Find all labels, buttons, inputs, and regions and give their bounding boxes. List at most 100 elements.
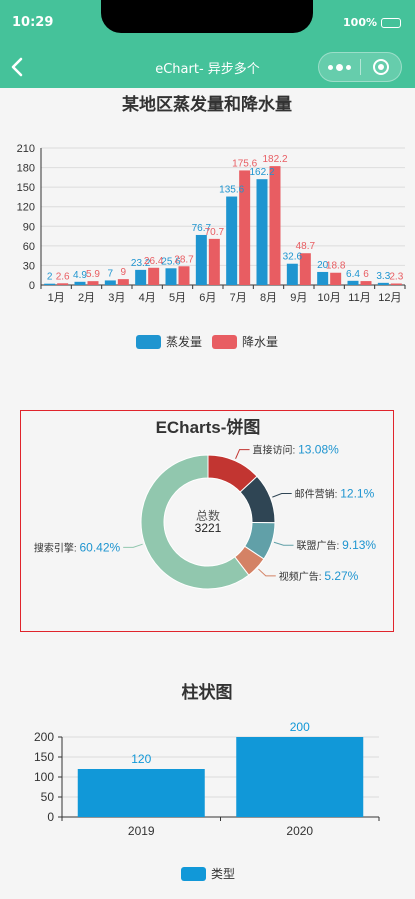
chart1-ytick-label: 180 [17, 163, 35, 175]
pie-label-line [258, 568, 276, 577]
pie-slice-sep: : [337, 541, 343, 552]
chart1-bar-rainfall[interactable] [208, 238, 220, 285]
chart3-ytick-label: 0 [47, 810, 54, 824]
pie-slice[interactable] [140, 454, 250, 590]
evaporation-rainfall-chart: 某地区蒸发量和降水量 2 2.6 4.9 5.9 7 9 23.226.425.628.7 7… [17, 94, 406, 349]
legend-label-rainfall[interactable]: 降水量 [242, 335, 278, 349]
pie-slice-name: 直接访问 [253, 444, 293, 457]
chart1-value-label: 76.7 [192, 223, 212, 234]
chart1-bar-evaporation[interactable] [286, 263, 298, 285]
chart1-value-label: 2 [47, 272, 53, 283]
chart3-value-label: 120 [131, 752, 151, 766]
pie-slice-percent: 60.42% [79, 540, 120, 554]
status-time: 10:29 [12, 15, 54, 30]
chart1-title: 某地区蒸发量和降水量 [122, 94, 292, 114]
chart1-bar-evaporation[interactable] [165, 268, 177, 285]
chart1-bar-evaporation[interactable] [377, 282, 389, 285]
pie-center-label: 总数 [196, 508, 220, 523]
chart1-value-label: 162.2 [249, 167, 274, 178]
capsule-divider [359, 59, 361, 75]
chart1-ytick-label: 30 [23, 260, 35, 272]
pie-label-line [235, 449, 250, 459]
back-button[interactable] [6, 55, 30, 79]
chart1-bar-rainfall[interactable] [330, 272, 342, 285]
chart1-ytick-label: 210 [17, 143, 35, 155]
chart1-value-label: 9 [121, 267, 127, 278]
chart3-ytick-label: 200 [34, 730, 54, 744]
chart1-bar-rainfall[interactable] [117, 279, 129, 285]
chart1-xtick-label: 5月 [169, 292, 186, 304]
pie-slice-label: 邮件营销: 12.1% [295, 487, 375, 501]
chart1-value-label: 4.9 [73, 270, 87, 281]
close-target-icon [372, 59, 389, 75]
chart3-xtick-label: 2019 [128, 824, 155, 838]
battery-icon [381, 17, 401, 28]
chart1-bar-rainfall[interactable] [148, 267, 160, 285]
pie-label-line [273, 541, 294, 546]
pie-slice-name: 视频广告 [279, 570, 319, 583]
pie-chart-container: ECharts-饼图 直接访问: 13.08% 邮件营销: 12.1% 联盟广告: … [20, 410, 394, 632]
legend-swatch-type[interactable] [181, 867, 206, 881]
chart1-bar-rainfall[interactable] [390, 283, 402, 285]
chart1-value-label: 18.8 [326, 261, 346, 272]
more-button[interactable] [319, 53, 360, 81]
pie-slice-percent: 13.08% [298, 443, 339, 457]
chart1-bar-evaporation[interactable] [317, 271, 329, 285]
chart1-ytick-label: 120 [17, 202, 35, 214]
chart3-value-label: 200 [290, 720, 310, 734]
chart3-xtick-label: 2020 [286, 824, 313, 838]
chart1-bar-rainfall[interactable] [269, 166, 281, 285]
chart1-bar-evaporation[interactable] [195, 234, 207, 285]
chart3-ytick-label: 150 [34, 750, 54, 764]
pie-slice-sep: : [319, 572, 325, 583]
pie-chart: ECharts-饼图 直接访问: 13.08% 邮件营销: 12.1% 联盟广告: … [34, 417, 376, 590]
chart1-value-label: 135.6 [219, 185, 244, 196]
chart3-ytick-label: 50 [41, 790, 55, 804]
chart1-ytick-label: 0 [29, 280, 35, 292]
chart1-value-label: 7 [108, 268, 114, 279]
chart1-xtick-label: 6月 [199, 292, 216, 304]
mini-program-capsule [318, 52, 402, 82]
chart1-bar-evaporation[interactable] [74, 281, 86, 285]
pie-slice-percent: 5.27% [324, 569, 358, 583]
chart1-bar-evaporation[interactable] [104, 280, 116, 285]
chart1-value-label: 3.3 [376, 271, 390, 282]
pie-slice-name: 搜索引擎 [34, 541, 74, 554]
chart1-bar-evaporation[interactable] [135, 269, 147, 285]
pie-slice-label: 搜索引擎: 60.42% [34, 540, 121, 554]
chart1-value-label: 48.7 [296, 241, 316, 252]
chart1-bar-rainfall[interactable] [87, 281, 99, 285]
legend-label-evaporation[interactable]: 蒸发量 [166, 334, 202, 349]
pie-label-line [123, 543, 143, 548]
chart1-value-label: 70.7 [205, 227, 225, 238]
chart1-xtick-label: 12月 [378, 292, 401, 304]
chart1-value-label: 25.6 [161, 256, 181, 267]
chart1-bar-evaporation[interactable] [226, 196, 238, 285]
chart1-bar-rainfall[interactable] [299, 253, 311, 285]
chart1-value-label: 175.6 [232, 158, 257, 169]
chart3-bar[interactable] [77, 769, 205, 817]
pie-slice-sep: : [293, 446, 299, 457]
chart1-xtick-label: 9月 [290, 292, 307, 304]
chart3-bar[interactable] [236, 737, 364, 817]
chart1-bar-rainfall[interactable] [178, 266, 190, 285]
chart3-ytick-label: 100 [34, 770, 54, 784]
chart1-bar-evaporation[interactable] [256, 179, 268, 285]
chart1-value-label: 32.6 [283, 252, 303, 263]
chart1-bar-rainfall[interactable] [360, 281, 372, 285]
chart1-bar-rainfall[interactable] [57, 283, 69, 285]
chart1-bar-evaporation[interactable] [347, 280, 359, 285]
legend-label-type[interactable]: 类型 [211, 867, 235, 881]
pie-slice-name: 邮件营销 [295, 488, 335, 501]
chart1-bar-evaporation[interactable] [44, 283, 56, 285]
chart1-xtick-label: 4月 [139, 292, 156, 304]
pie-center-value: 3221 [195, 521, 222, 535]
close-button[interactable] [360, 53, 401, 81]
chevron-left-icon [11, 57, 23, 77]
pie-slice-percent: 12.1% [340, 487, 374, 501]
pie-label-line [272, 493, 292, 498]
legend-swatch-rainfall[interactable] [212, 335, 237, 349]
chart1-bar-rainfall[interactable] [239, 170, 251, 285]
legend-swatch-evaporation[interactable] [136, 335, 161, 349]
chart1-xtick-label: 11月 [348, 292, 370, 304]
